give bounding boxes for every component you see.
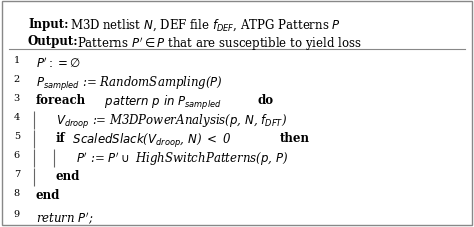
- Text: Patterns $P' \in P$ that are susceptible to yield loss: Patterns $P' \in P$ that are susceptible…: [77, 35, 362, 52]
- Text: 5: 5: [14, 131, 20, 140]
- Text: return $P'$;: return $P'$;: [36, 209, 94, 225]
- Text: $P_{sampled}$ := RandomSampling($P$): $P_{sampled}$ := RandomSampling($P$): [36, 75, 223, 93]
- Text: $P' := \emptyset$: $P' := \emptyset$: [36, 56, 81, 70]
- Text: Input:: Input:: [28, 18, 69, 31]
- Text: $V_{droop}$ := M3DPowerAnalysis($p$, $N$, $f_{DFT}$): $V_{droop}$ := M3DPowerAnalysis($p$, $N$…: [56, 113, 287, 131]
- Text: $pattern$ $p$ $in$ $P_{sampled}$: $pattern$ $p$ $in$ $P_{sampled}$: [101, 94, 222, 111]
- Text: do: do: [258, 94, 274, 106]
- Text: 3: 3: [14, 94, 20, 103]
- Text: foreach: foreach: [36, 94, 86, 106]
- Text: if: if: [56, 131, 66, 144]
- Text: 8: 8: [14, 188, 20, 197]
- Text: M3D netlist $N$, DEF file $f_{DEF}$, ATPG Patterns $P$: M3D netlist $N$, DEF file $f_{DEF}$, ATP…: [70, 18, 341, 33]
- Text: 4: 4: [14, 113, 20, 121]
- Text: 6: 6: [14, 150, 20, 159]
- Text: end: end: [36, 188, 60, 201]
- Text: then: then: [280, 131, 310, 144]
- Text: $ScaledSlack$($V_{droop}$, $N$) $<$ 0: $ScaledSlack$($V_{droop}$, $N$) $<$ 0: [69, 131, 232, 149]
- Text: end: end: [56, 169, 81, 182]
- Text: $P'$ := $P'\cup$ HighSwitchPatterns($p$, $P$): $P'$ := $P'\cup$ HighSwitchPatterns($p$,…: [76, 150, 288, 168]
- Text: 1: 1: [14, 56, 20, 65]
- FancyBboxPatch shape: [2, 2, 472, 225]
- Text: 9: 9: [14, 209, 20, 218]
- Text: 2: 2: [14, 75, 20, 84]
- Text: Output:: Output:: [28, 35, 79, 48]
- Text: 7: 7: [14, 169, 20, 178]
